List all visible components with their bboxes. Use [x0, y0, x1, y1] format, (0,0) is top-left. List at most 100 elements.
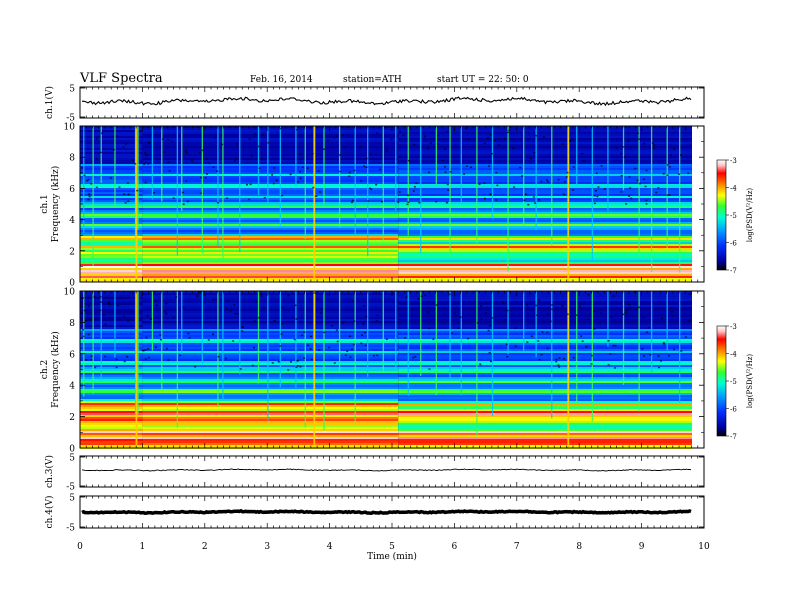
speckle	[593, 202, 596, 205]
speckle	[83, 309, 86, 312]
spectrogram-band	[80, 214, 143, 216]
spectrogram-band	[398, 299, 692, 301]
spectrogram-band	[142, 313, 399, 315]
speckle	[287, 369, 290, 371]
spectrogram-band	[398, 365, 692, 367]
spectrogram-band	[80, 268, 143, 270]
speckle	[154, 299, 157, 302]
sferic-streak	[304, 291, 306, 428]
spectrogram-band	[398, 272, 692, 274]
spectrogram-band	[142, 188, 399, 190]
spectrogram-band	[142, 250, 399, 252]
sferic-streak	[151, 126, 154, 200]
spectrogram-band	[398, 242, 692, 244]
speckle	[206, 173, 209, 175]
spectrogram-band	[80, 238, 143, 240]
speckle	[487, 329, 490, 332]
speckle	[241, 330, 244, 332]
spectrogram-band	[398, 162, 692, 164]
speckle	[614, 367, 617, 369]
sferic-streak	[407, 291, 409, 396]
speckle	[429, 142, 432, 144]
sferic-streak	[449, 291, 451, 380]
spectrogram-band	[398, 333, 692, 335]
speckle	[449, 171, 452, 173]
speckle	[581, 340, 584, 343]
spectrogram-band	[398, 293, 692, 295]
sferic-streak	[114, 126, 116, 208]
spectrogram-band	[142, 363, 399, 365]
y-tick-label: 6	[69, 185, 75, 195]
speckle	[185, 180, 188, 182]
spectrogram-band	[398, 381, 692, 383]
spectrogram-band	[142, 280, 399, 282]
strong-sferic-streak	[567, 126, 570, 282]
y-tick-label: 4	[69, 216, 75, 226]
spectrogram-band	[80, 162, 143, 164]
y-axis-label: ch.4(V)	[44, 496, 55, 529]
spectrogram-band	[80, 262, 143, 264]
spectrogram-band	[398, 180, 692, 182]
colorbar-tick-label: -3	[730, 323, 737, 331]
spectrogram-band	[142, 246, 399, 248]
speckle	[546, 180, 549, 183]
spectrogram-band	[80, 397, 143, 399]
spectrogram-band	[398, 377, 692, 379]
spectrogram-band	[80, 188, 143, 190]
speckle	[207, 339, 210, 341]
speckle	[575, 314, 578, 316]
sferic-streak	[607, 291, 609, 347]
spectrogram-band	[80, 395, 143, 397]
speckle	[144, 358, 147, 360]
spectrogram-band	[80, 317, 143, 319]
spectrogram-band	[142, 248, 399, 250]
spectrogram-band	[80, 355, 143, 357]
speckle	[547, 313, 550, 315]
spectrogram-band	[80, 377, 143, 379]
speckle	[375, 291, 378, 294]
spectrogram-band	[80, 433, 143, 435]
speckle	[565, 176, 568, 178]
spectrogram-band	[80, 164, 143, 166]
spectrogram-band	[80, 254, 143, 256]
spectrogram-band	[398, 325, 692, 327]
speckle	[225, 357, 228, 360]
speckle	[159, 334, 162, 336]
x-tick-label: 2	[202, 542, 208, 552]
speckle	[405, 296, 408, 298]
spectrogram-band	[142, 381, 399, 383]
speckle	[309, 335, 312, 338]
speckle	[216, 170, 219, 173]
spectrogram-band	[142, 391, 399, 393]
speckle	[281, 306, 284, 309]
spectrogram-band	[142, 182, 399, 184]
speckle	[532, 196, 535, 198]
spectrogram-band	[142, 272, 399, 274]
spectrogram-band	[80, 369, 143, 371]
speckle	[651, 142, 654, 144]
spectrogram-band	[398, 220, 692, 222]
speckle	[296, 360, 299, 362]
speckle	[555, 360, 558, 363]
spectrogram-band	[80, 295, 143, 297]
speckle	[506, 355, 509, 358]
spectrogram-band	[142, 393, 399, 395]
spectrogram-band	[398, 158, 692, 160]
spectrogram-band	[142, 385, 399, 387]
speckle	[188, 337, 191, 339]
speckle	[364, 331, 367, 334]
spectrogram-band	[80, 301, 143, 303]
speckle	[319, 191, 322, 193]
speckle	[595, 172, 598, 175]
speckle	[645, 199, 648, 202]
speckle	[109, 177, 112, 179]
sferic-streak	[435, 291, 437, 396]
spectrogram-band	[398, 297, 692, 299]
spectrogram-band	[142, 252, 399, 254]
speckle	[514, 327, 517, 329]
spectrogram-band	[398, 148, 692, 150]
spectrogram-band	[142, 397, 399, 399]
speckle	[123, 193, 126, 195]
speckle	[198, 152, 201, 154]
sferic-streak	[679, 291, 681, 403]
